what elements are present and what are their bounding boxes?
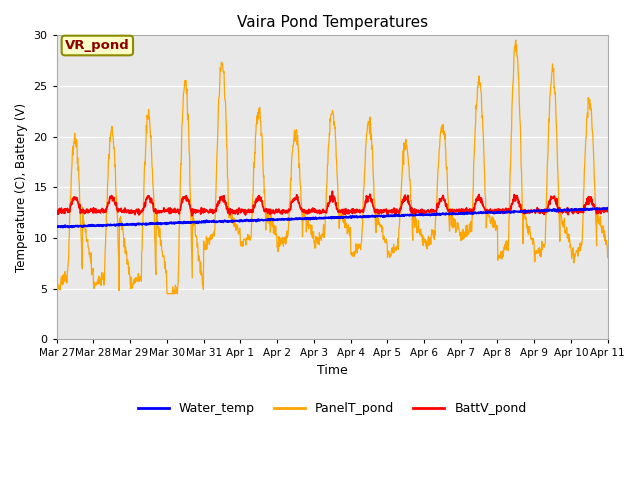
Text: VR_pond: VR_pond: [65, 39, 130, 52]
Y-axis label: Temperature (C), Battery (V): Temperature (C), Battery (V): [15, 103, 28, 272]
X-axis label: Time: Time: [317, 364, 348, 377]
Title: Vaira Pond Temperatures: Vaira Pond Temperatures: [237, 15, 428, 30]
Legend: Water_temp, PanelT_pond, BattV_pond: Water_temp, PanelT_pond, BattV_pond: [133, 397, 532, 420]
